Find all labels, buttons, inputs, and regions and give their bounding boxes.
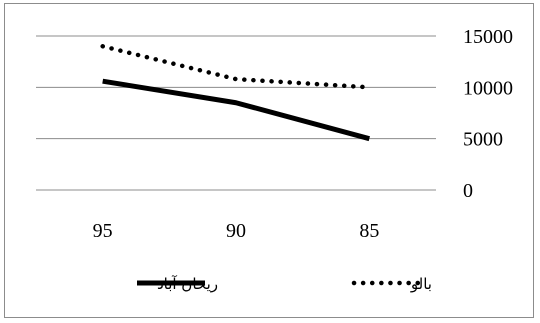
series-line-0 [102, 78, 370, 142]
gridlines [36, 35, 436, 191]
legend-label-0: ریحان آباد [157, 275, 218, 293]
y-tick-label: 5000 [463, 129, 503, 151]
series-lines [100, 44, 372, 142]
x-tick-label: 90 [226, 220, 246, 242]
series-line-1 [100, 44, 372, 90]
y-tick-label: 0 [463, 180, 473, 202]
chart-frame [4, 3, 534, 318]
y-axis-tick-labels: 0 5000 10000 15000 [463, 26, 513, 202]
x-axis-tick-labels: 95 90 85 [93, 220, 380, 242]
legend-label-1: بالو [410, 275, 432, 293]
y-tick-label: 15000 [463, 26, 513, 48]
x-tick-label: 85 [359, 220, 379, 242]
legend: بالو ریحان آباد [137, 275, 432, 293]
x-tick-label: 95 [93, 220, 113, 242]
y-tick-label: 10000 [463, 77, 513, 99]
